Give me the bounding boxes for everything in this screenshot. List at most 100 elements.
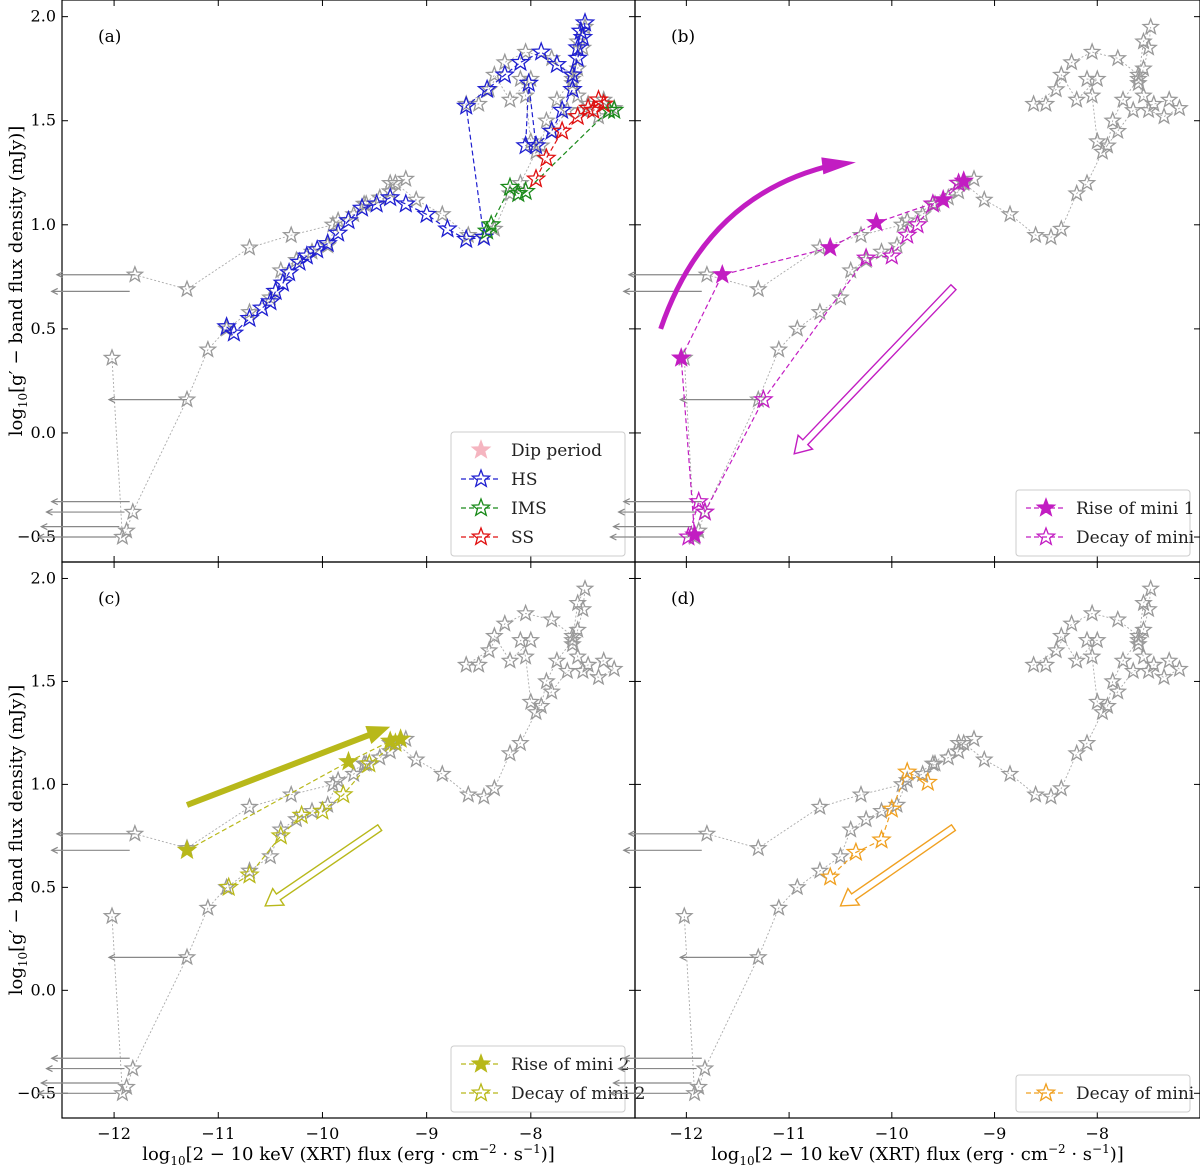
legend-label: Decay of mini 1 [1076,528,1200,548]
track-point [1129,69,1148,88]
track-point [1134,593,1153,612]
data-point [678,526,699,546]
data-point [251,297,273,317]
x-axis-label-part: [2 − 10 keV (XRT) flux (erg · cm [186,1144,479,1165]
track-point [380,173,400,192]
y-axis-label-part: 10 [16,393,30,408]
legend-label: IMS [511,499,547,519]
track-point [1141,17,1161,35]
track-point [748,947,768,966]
track-point [458,225,478,244]
track-point [521,69,541,88]
track-point [563,630,582,649]
track-point [271,819,291,838]
track-point [604,98,624,117]
track-point [198,339,218,358]
track-point [1082,42,1102,60]
data-point [480,213,502,234]
x-axis-label-part: )] [541,1144,555,1165]
upper-limit-arrow-head [622,287,631,295]
data-point [508,182,529,203]
track-point [1154,106,1174,125]
data-point [359,752,380,773]
data-point [907,213,928,234]
track-point [542,609,562,628]
track-point [748,279,768,298]
data-point [530,41,552,61]
track-point [380,181,400,200]
legend-label: Decay of mini 2 [511,1084,645,1104]
axis-labels: log10[2 − 10 keV (XRT) flux (erg · cm−2 … [6,126,1124,1168]
upper-limit-arrow-head [617,508,625,516]
track-point [1082,85,1102,104]
track-point [831,287,850,306]
data-point [515,180,536,201]
track-point [479,640,499,659]
track-point [892,774,912,793]
track-point [516,85,535,104]
track-point [949,741,968,760]
y-tick-label: 2.0 [31,7,56,26]
track-point [1026,225,1045,244]
data-point [932,188,954,209]
track-point [695,1058,715,1077]
y-axis-label-part: [g′ − band flux density (mJy)] [6,685,27,952]
track-point [1000,764,1020,783]
track-point [923,753,943,772]
track-point [830,846,850,865]
legend-marker [1035,497,1057,517]
x-tick-label: −8 [1085,1124,1109,1143]
upper-limit-arrow-head [107,396,116,404]
upper-limit-arrow-head [36,533,45,541]
track-point [1123,661,1143,680]
track-point [500,90,520,108]
panel-label: (a) [98,27,121,47]
track-point [1129,65,1148,83]
data-point [896,761,918,781]
track-point [511,173,530,192]
data-point [338,750,359,771]
data-point [515,134,536,155]
decay-trend-arrow-mini2 [264,823,383,907]
x-axis-label: log10[2 − 10 keV (XRT) flux (erg · cm−2 … [711,1142,1124,1168]
track-point [1051,778,1071,797]
track-point [1000,204,1020,223]
track-point [1108,121,1128,140]
y-tick-label: 1.0 [31,774,56,793]
data-point [871,829,892,849]
track-point [1051,219,1071,237]
y-axis-label: log10[g′ − band flux density (mJy)] [6,126,30,437]
track-point [1139,661,1158,680]
track-point [102,348,122,366]
track-point [1139,100,1158,119]
track-point [1129,73,1148,92]
track-point [1169,659,1189,678]
track-point [1067,90,1087,108]
x-axis-label-part: )] [1110,1144,1124,1165]
track-point [1077,733,1097,752]
legend-label: Dip period [511,441,602,461]
track-point [769,339,789,358]
y-axis-label: log10[g′ − band flux density (mJy)] [6,685,30,996]
data-point [546,53,568,74]
track-point [1024,655,1043,673]
track-point [1087,630,1107,649]
data-point [518,72,540,93]
track-point [177,389,197,408]
x-tick-label: −10 [875,1124,909,1143]
legend-marker [470,526,492,546]
data-point [688,490,710,511]
track-point [1134,646,1153,665]
y-tick-label: 1.5 [31,671,56,690]
track-point [271,260,291,279]
legend-box [450,1045,626,1113]
data-point [260,290,281,311]
track-point [1170,98,1189,117]
data-point [176,839,198,860]
data-point [223,322,245,342]
track-point [500,650,520,669]
data-point [753,388,774,409]
track-point [964,729,984,748]
upper-limit-arrow-head [50,846,58,854]
data-point [922,193,944,213]
